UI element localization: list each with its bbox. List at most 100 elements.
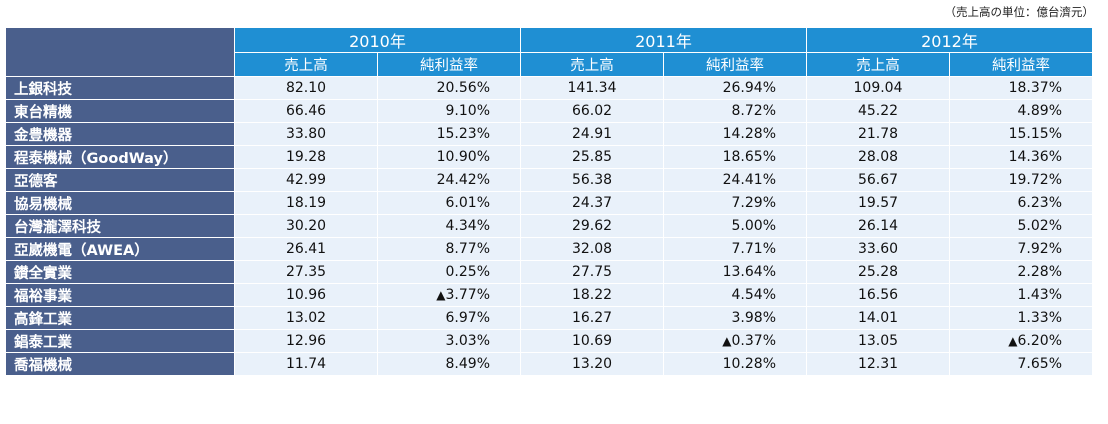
table-row: 喬福機械 11.74 8.49% 13.20 10.28% 12.31 7.65% bbox=[6, 353, 1092, 375]
revenue-header: 売上高 bbox=[807, 53, 949, 76]
year-header: 2011年 bbox=[521, 28, 806, 52]
revenue-header: 売上高 bbox=[521, 53, 663, 76]
revenue-cell: 26.14 bbox=[807, 215, 949, 237]
net-margin-value: 7.71% bbox=[731, 241, 776, 257]
net-margin-value: 18.37% bbox=[1008, 80, 1062, 96]
revenue-cell: 21.78 bbox=[807, 123, 949, 145]
net-margin-header: 純利益率 bbox=[664, 53, 806, 76]
company-name: 鑚全實業 bbox=[6, 261, 234, 283]
table-row: 東台精機 66.46 9.10% 66.02 8.72% 45.22 4.89% bbox=[6, 100, 1092, 122]
net-margin-cell: 5.02% bbox=[950, 215, 1092, 237]
table-row: 亞崴機電（AWEA） 26.41 8.77% 32.08 7.71% 33.60 7.92% bbox=[6, 238, 1092, 260]
net-margin-value: 26.94% bbox=[722, 80, 776, 96]
revenue-cell: 10.96 bbox=[235, 284, 377, 306]
net-margin-value: 8.72% bbox=[731, 103, 776, 119]
header-corner bbox=[6, 28, 234, 76]
negative-triangle-icon: ▲ bbox=[722, 334, 732, 348]
revenue-cell: 33.80 bbox=[235, 123, 377, 145]
company-name: 協易機械 bbox=[6, 192, 234, 214]
revenue-cell: 30.20 bbox=[235, 215, 377, 237]
revenue-cell: 66.02 bbox=[521, 100, 663, 122]
net-margin-value: 14.28% bbox=[722, 126, 776, 142]
net-margin-value: 19.72% bbox=[1008, 172, 1062, 188]
net-margin-cell: 3.98% bbox=[664, 307, 806, 329]
net-margin-cell: 7.71% bbox=[664, 238, 806, 260]
revenue-cell: 141.34 bbox=[521, 77, 663, 99]
revenue-cell: 18.22 bbox=[521, 284, 663, 306]
net-margin-cell: 13.64% bbox=[664, 261, 806, 283]
net-margin-value: 0.37% bbox=[731, 333, 776, 349]
net-margin-cell: 6.97% bbox=[378, 307, 520, 329]
net-margin-value: 7.29% bbox=[731, 195, 776, 211]
net-margin-cell: 8.77% bbox=[378, 238, 520, 260]
net-margin-cell: 7.92% bbox=[950, 238, 1092, 260]
company-name: 台灣瀧澤科技 bbox=[6, 215, 234, 237]
net-margin-cell: 4.34% bbox=[378, 215, 520, 237]
net-margin-cell: 10.28% bbox=[664, 353, 806, 375]
net-margin-cell: 1.33% bbox=[950, 307, 1092, 329]
net-margin-value: 5.02% bbox=[1017, 218, 1062, 234]
net-margin-cell: 3.03% bbox=[378, 330, 520, 352]
revenue-cell: 11.74 bbox=[235, 353, 377, 375]
negative-triangle-icon: ▲ bbox=[436, 288, 446, 302]
metric-header-row: 売上高 純利益率 売上高 純利益率 売上高 純利益率 bbox=[6, 53, 1092, 76]
net-margin-cell: 26.94% bbox=[664, 77, 806, 99]
net-margin-value: 10.90% bbox=[436, 149, 490, 165]
revenue-cell: 14.01 bbox=[807, 307, 949, 329]
net-margin-value: 9.10% bbox=[445, 103, 490, 119]
revenue-cell: 18.19 bbox=[235, 192, 377, 214]
table-row: 金豊機器 33.80 15.23% 24.91 14.28% 21.78 15.15% bbox=[6, 123, 1092, 145]
net-margin-cell: 24.41% bbox=[664, 169, 806, 191]
net-margin-value: 1.43% bbox=[1017, 287, 1062, 303]
net-margin-cell: 8.72% bbox=[664, 100, 806, 122]
company-financials-table: 2010年 2011年 2012年 売上高 純利益率 売上高 純利益率 売上高 … bbox=[5, 27, 1093, 376]
company-name: 上銀科技 bbox=[6, 77, 234, 99]
net-margin-cell: 14.28% bbox=[664, 123, 806, 145]
revenue-cell: 27.75 bbox=[521, 261, 663, 283]
revenue-cell: 56.38 bbox=[521, 169, 663, 191]
company-name: 亞德客 bbox=[6, 169, 234, 191]
revenue-cell: 32.08 bbox=[521, 238, 663, 260]
net-margin-value: 13.64% bbox=[722, 264, 776, 280]
net-margin-header: 純利益率 bbox=[950, 53, 1092, 76]
net-margin-value: 10.28% bbox=[722, 356, 776, 372]
net-margin-cell: 18.37% bbox=[950, 77, 1092, 99]
net-margin-cell: 18.65% bbox=[664, 146, 806, 168]
revenue-cell: 10.69 bbox=[521, 330, 663, 352]
net-margin-cell: 8.49% bbox=[378, 353, 520, 375]
revenue-cell: 12.31 bbox=[807, 353, 949, 375]
revenue-cell: 24.91 bbox=[521, 123, 663, 145]
net-margin-cell: 6.01% bbox=[378, 192, 520, 214]
revenue-cell: 42.99 bbox=[235, 169, 377, 191]
revenue-cell: 13.05 bbox=[807, 330, 949, 352]
net-margin-cell: ▲6.20% bbox=[950, 330, 1092, 352]
net-margin-header: 純利益率 bbox=[378, 53, 520, 76]
company-name: 喬福機械 bbox=[6, 353, 234, 375]
net-margin-value: 6.20% bbox=[1017, 333, 1062, 349]
table-row: 協易機械 18.19 6.01% 24.37 7.29% 19.57 6.23% bbox=[6, 192, 1092, 214]
year-header-row: 2010年 2011年 2012年 bbox=[6, 28, 1092, 76]
revenue-cell: 27.35 bbox=[235, 261, 377, 283]
net-margin-value: 24.42% bbox=[436, 172, 490, 188]
net-margin-cell: 10.90% bbox=[378, 146, 520, 168]
company-name: 高鋒工業 bbox=[6, 307, 234, 329]
net-margin-value: 0.25% bbox=[445, 264, 490, 280]
net-margin-value: 4.34% bbox=[445, 218, 490, 234]
revenue-cell: 28.08 bbox=[807, 146, 949, 168]
net-margin-value: 7.65% bbox=[1017, 356, 1062, 372]
revenue-cell: 25.28 bbox=[807, 261, 949, 283]
revenue-cell: 29.62 bbox=[521, 215, 663, 237]
net-margin-cell: 20.56% bbox=[378, 77, 520, 99]
net-margin-value: 3.03% bbox=[445, 333, 490, 349]
net-margin-cell: 15.15% bbox=[950, 123, 1092, 145]
net-margin-cell: 6.23% bbox=[950, 192, 1092, 214]
net-margin-value: 6.97% bbox=[445, 310, 490, 326]
net-margin-value: 24.41% bbox=[722, 172, 776, 188]
net-margin-value: 6.23% bbox=[1017, 195, 1062, 211]
table-row: 鑚全實業 27.35 0.25% 27.75 13.64% 25.28 2.28% bbox=[6, 261, 1092, 283]
revenue-header: 売上高 bbox=[235, 53, 377, 76]
year-header: 2010年 bbox=[235, 28, 520, 52]
net-margin-value: 2.28% bbox=[1017, 264, 1062, 280]
company-name: 亞崴機電（AWEA） bbox=[6, 238, 234, 260]
net-margin-value: 3.77% bbox=[445, 287, 490, 303]
